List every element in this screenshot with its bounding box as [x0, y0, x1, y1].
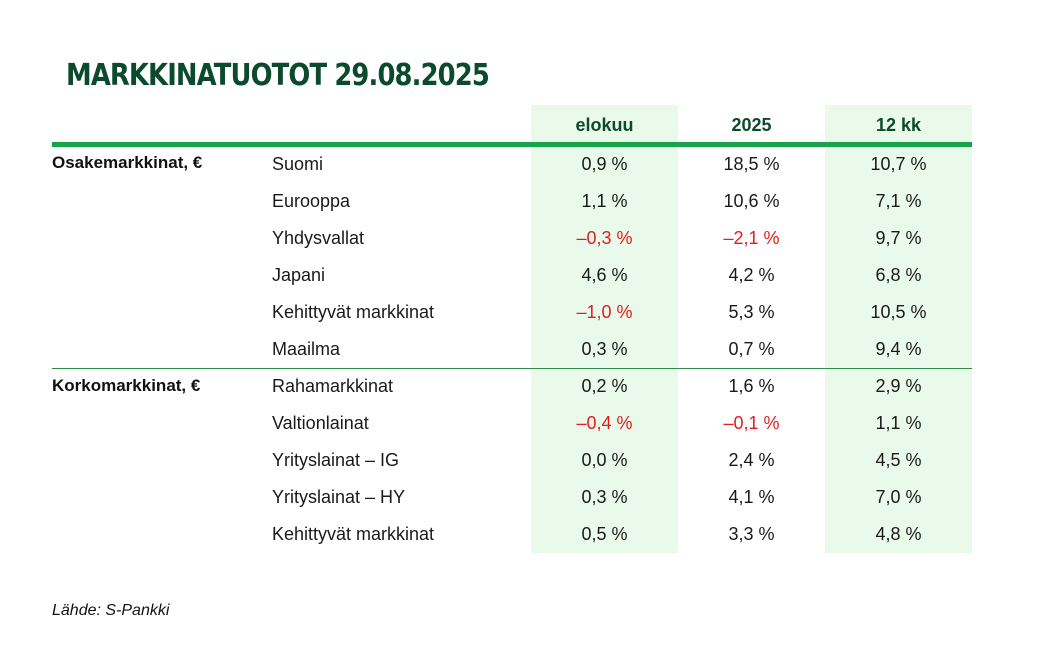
value-cell: –1,0 % [576, 302, 633, 322]
row-label: Rahamarkkinat [272, 376, 394, 396]
value-cell: 4,5 % [875, 450, 922, 470]
value-cell: –0,3 % [576, 228, 633, 248]
table-row: Yrityslainat – IG 0,0 % 2,4 % 4,5 % [0, 442, 1063, 479]
column-shade-12kk [825, 105, 972, 553]
row-label: Japani [272, 265, 326, 285]
value-cell: 0,3 % [581, 339, 628, 359]
value-cell: 6,8 % [875, 265, 922, 285]
value-cell: 7,1 % [875, 191, 922, 211]
group-divider [52, 368, 972, 369]
column-header-elokuu: elokuu [575, 115, 634, 135]
column-header-12kk: 12 kk [875, 115, 922, 135]
table-row: Valtionlainat –0,4 % –0,1 % 1,1 % [0, 405, 1063, 442]
header-divider [52, 142, 972, 147]
table-row: Suomi 0,9 % 18,5 % 10,7 % [0, 146, 1063, 183]
table-row: Japani 4,6 % 4,2 % 6,8 % [0, 257, 1063, 294]
group-label-equity: Osakemarkkinat, € [52, 153, 203, 172]
table-row: Yrityslainat – HY 0,3 % 4,1 % 7,0 % [0, 479, 1063, 516]
value-cell: 10,6 % [723, 191, 780, 211]
value-cell: 4,1 % [728, 487, 775, 507]
row-label: Yrityslainat – HY [272, 487, 406, 507]
row-label: Maailma [272, 339, 341, 359]
value-cell: –2,1 % [723, 228, 780, 248]
value-cell: 4,2 % [728, 265, 775, 285]
value-cell: 10,7 % [870, 154, 927, 174]
row-label: Kehittyvät markkinat [272, 302, 435, 322]
value-cell: 7,0 % [875, 487, 922, 507]
value-cell: –0,1 % [723, 413, 780, 433]
row-label: Yhdysvallat [272, 228, 365, 248]
table-row: Kehittyvät markkinat 0,5 % 3,3 % 4,8 % [0, 516, 1063, 553]
value-cell: 0,5 % [581, 524, 628, 544]
row-label: Suomi [272, 154, 324, 174]
row-label: Kehittyvät markkinat [272, 524, 435, 544]
value-cell: 4,8 % [875, 524, 922, 544]
page-title: MARKKINATUOTOT 29.08.2025 [66, 58, 490, 93]
value-cell: 9,4 % [875, 339, 922, 359]
value-cell: 4,6 % [581, 265, 628, 285]
value-cell: 0,0 % [581, 450, 628, 470]
table-row: Yhdysvallat –0,3 % –2,1 % 9,7 % [0, 220, 1063, 257]
value-cell: 1,1 % [875, 413, 922, 433]
value-cell: 1,6 % [728, 376, 775, 396]
value-cell: –0,4 % [576, 413, 633, 433]
value-cell: 9,7 % [875, 228, 922, 248]
value-cell: 2,4 % [728, 450, 775, 470]
value-cell: 0,7 % [728, 339, 775, 359]
source-note: Lähde: S-Pankki [52, 602, 170, 619]
value-cell: 3,3 % [728, 524, 775, 544]
row-label: Valtionlainat [272, 413, 369, 433]
table-row: Eurooppa 1,1 % 10,6 % 7,1 % [0, 183, 1063, 220]
column-header-2025: 2025 [731, 115, 772, 135]
table-row: Rahamarkkinat 0,2 % 1,6 % 2,9 % [0, 368, 1063, 405]
value-cell: 0,9 % [581, 154, 628, 174]
value-cell: 2,9 % [875, 376, 922, 396]
row-label: Eurooppa [272, 191, 351, 211]
value-cell: 0,2 % [581, 376, 628, 396]
group-label-fixed-income: Korkomarkkinat, € [52, 376, 201, 395]
value-cell: 0,3 % [581, 487, 628, 507]
value-cell: 5,3 % [728, 302, 775, 322]
value-cell: 18,5 % [723, 154, 780, 174]
column-shade-elokuu [531, 105, 678, 553]
table-row: Kehittyvät markkinat –1,0 % 5,3 % 10,5 % [0, 294, 1063, 331]
value-cell: 1,1 % [581, 191, 628, 211]
table-row: Maailma 0,3 % 0,7 % 9,4 % [0, 331, 1063, 368]
value-cell: 10,5 % [870, 302, 927, 322]
row-label: Yrityslainat – IG [272, 450, 400, 470]
